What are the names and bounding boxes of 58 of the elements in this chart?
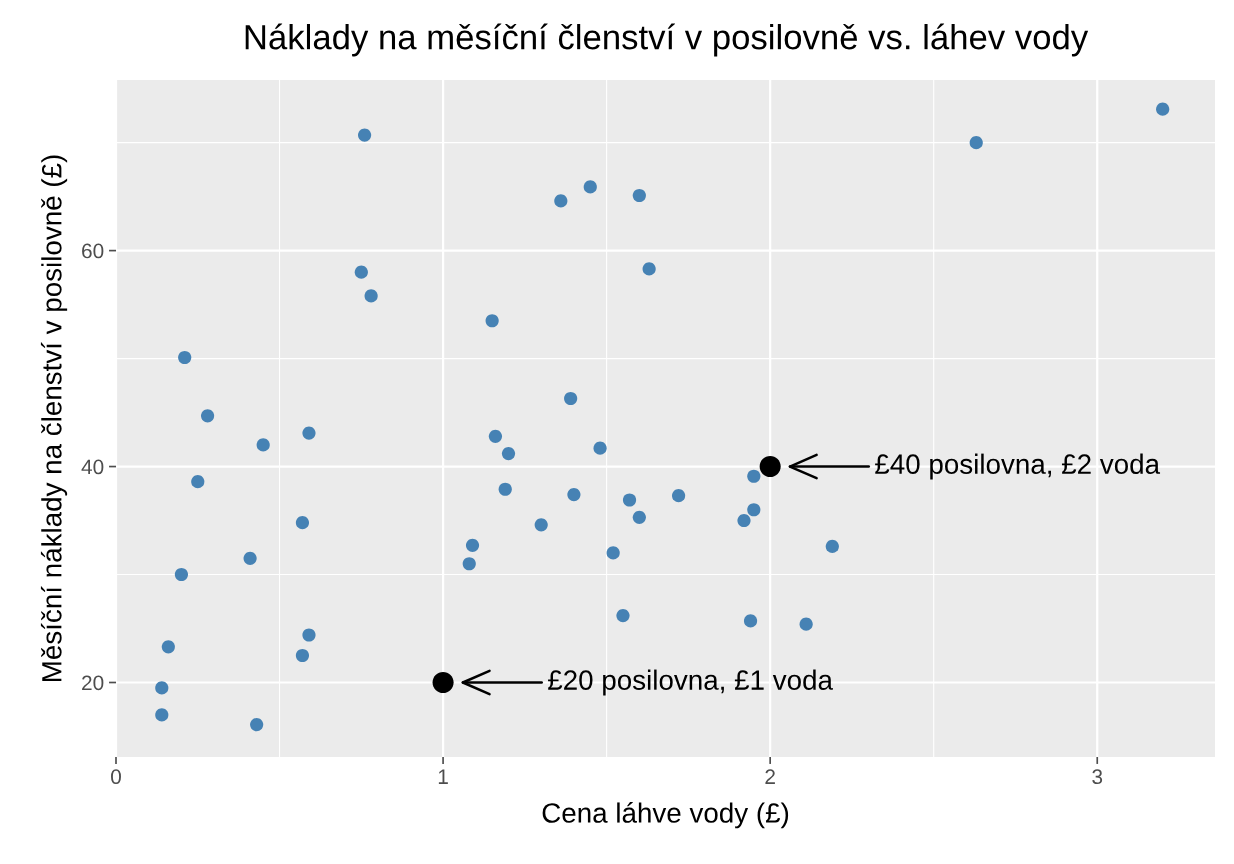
point [616,608,630,623]
point [642,262,656,276]
chart-title: Náklady na měsíční členství v posilovně vs. láhev vody [245,23,1089,57]
point [1156,102,1170,116]
x-tick-label: 3 [1092,769,1103,785]
point [534,518,548,532]
point [155,708,169,722]
point [501,447,516,461]
annotation: £40 posilovna, £2 voda [875,453,1161,480]
point [256,438,270,452]
x-tick-label: 1 [438,769,448,784]
point [465,538,480,552]
point [295,648,310,663]
point [747,503,761,517]
annotation: £20 posilovna, £1 voda [548,669,833,696]
point [743,614,758,628]
point [358,128,372,142]
point [606,546,620,560]
point [632,188,646,203]
point [747,469,761,483]
point [567,488,581,502]
point [799,617,813,631]
point [302,628,316,642]
point [295,516,310,530]
point [632,510,646,524]
point [488,429,502,443]
point [155,681,169,695]
point [969,136,983,150]
point [191,475,205,489]
point [201,409,215,423]
y-tick-label: 20 [82,675,104,691]
point [672,489,686,503]
point [593,441,607,455]
point [554,194,568,208]
y-axis-title: Měsíční náklady na členství v posilovně (£) [40,155,68,681]
point [432,671,454,694]
y-tick-label: 60 [82,243,104,259]
point [302,426,316,440]
point [622,493,637,507]
point [564,391,578,406]
point [354,265,368,279]
x-tick-label: 2 [765,769,775,784]
point [485,314,499,328]
point [250,718,264,732]
point [174,567,188,582]
point [161,640,175,654]
point [243,551,257,565]
x-axis-title: Cena láhve vody (£) [542,802,789,829]
x-tick-label: 0 [111,769,121,785]
y-tick-label: 40 [81,459,104,475]
point [498,482,512,496]
point [737,513,751,528]
point [364,289,378,303]
point [583,180,597,194]
point [462,557,476,571]
point [825,539,839,554]
point [759,456,781,478]
point [178,350,192,365]
